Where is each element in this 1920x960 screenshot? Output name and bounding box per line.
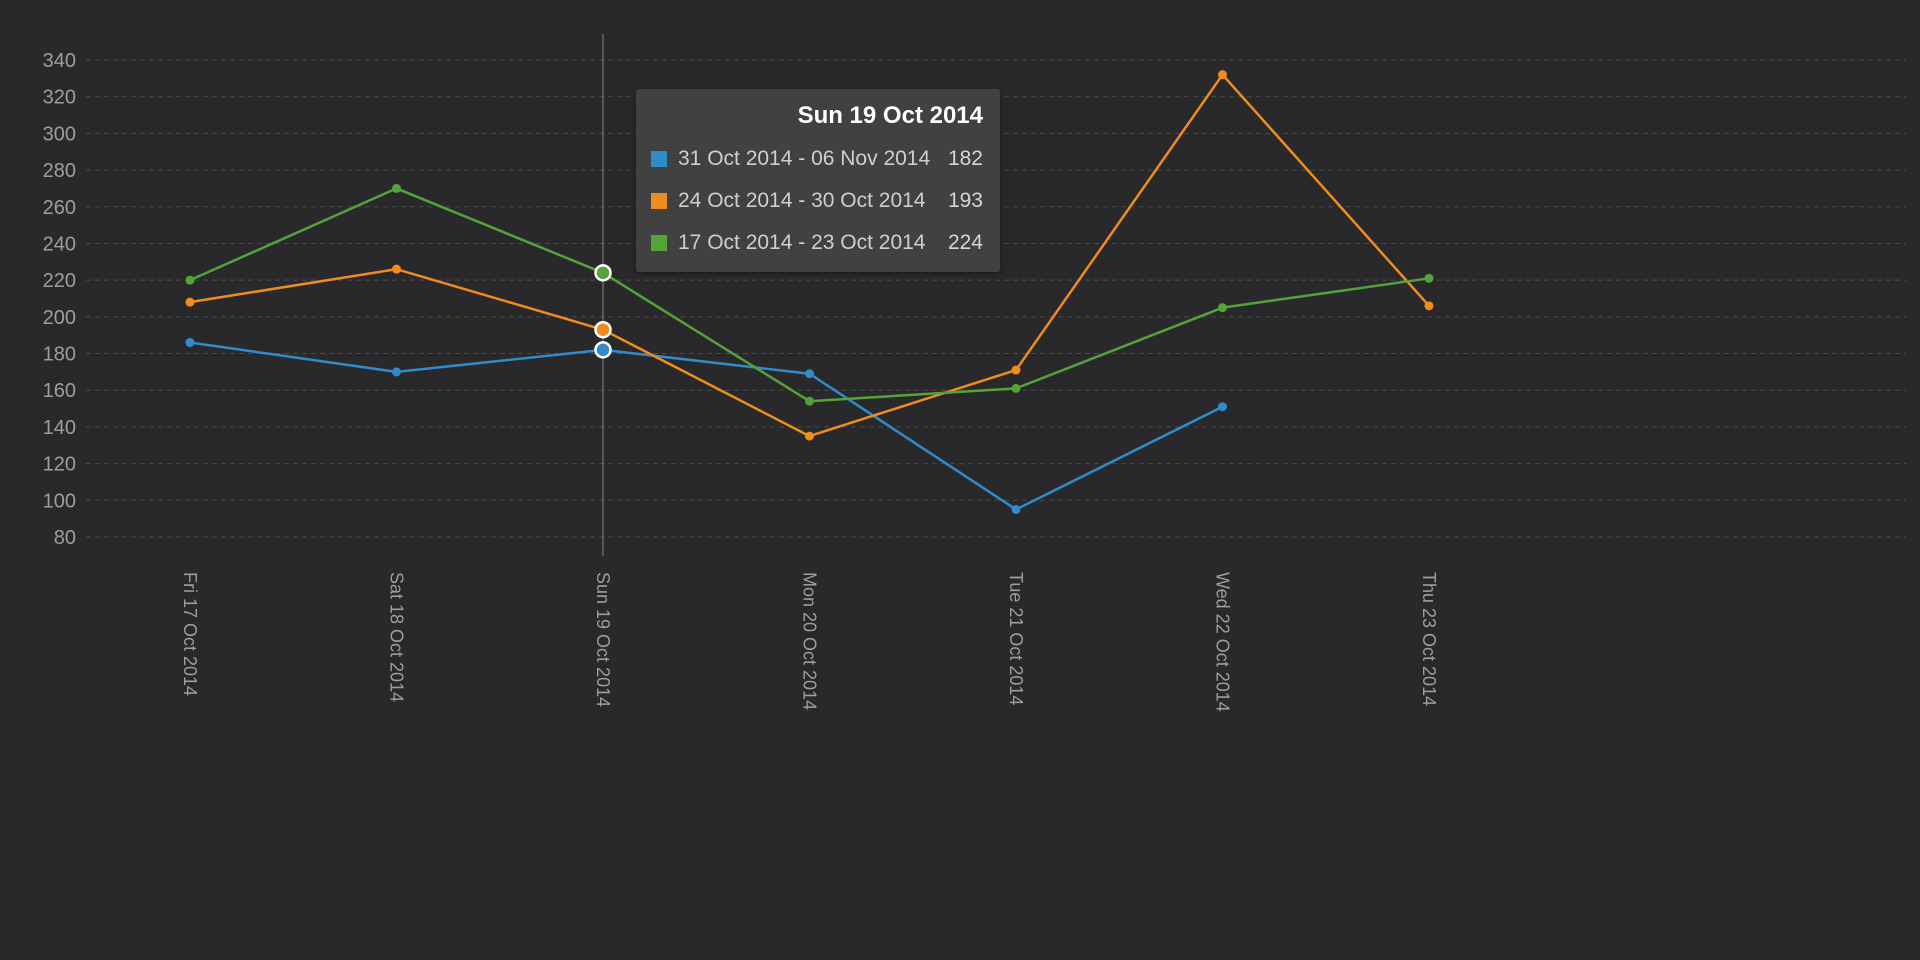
y-axis-label: 100: [43, 490, 76, 512]
y-axis-label: 220: [43, 270, 76, 292]
y-axis-label: 160: [43, 380, 76, 402]
tooltip-series-value: 193: [947, 189, 983, 212]
chart-tooltip: Sun 19 Oct 2014 31 Oct 2014 - 06 Nov 201…: [636, 89, 1000, 272]
data-point[interactable]: [1011, 365, 1021, 375]
y-axis-label: 260: [43, 197, 76, 219]
y-axis-label: 240: [43, 233, 76, 255]
x-axis-label: Fri 17 Oct 2014: [180, 572, 200, 696]
data-point[interactable]: [185, 338, 195, 348]
data-point[interactable]: [185, 275, 195, 285]
x-axis-label: Thu 23 Oct 2014: [1419, 572, 1439, 706]
y-axis-label: 300: [43, 123, 76, 145]
x-axis-label: Tue 21 Oct 2014: [1006, 572, 1026, 705]
y-axis-label: 120: [43, 454, 76, 476]
tooltip-series-value: 182: [947, 147, 983, 170]
data-point[interactable]: [805, 396, 814, 406]
tooltip-series-value: 224: [947, 231, 983, 254]
data-point[interactable]: [392, 183, 401, 193]
y-axis-label: 180: [43, 344, 76, 366]
x-axis-label: Wed 22 Oct 2014: [1213, 572, 1233, 712]
series-swatch-icon: [651, 151, 667, 167]
hovered-data-point[interactable]: [594, 320, 612, 339]
data-point[interactable]: [1218, 303, 1227, 313]
hovered-data-point[interactable]: [594, 264, 612, 282]
data-point[interactable]: [1218, 70, 1227, 80]
data-point[interactable]: [392, 367, 401, 377]
x-axis-label: Sun 19 Oct 2014: [593, 572, 613, 707]
x-axis-label: Mon 20 Oct 2014: [800, 572, 820, 710]
data-point[interactable]: [1424, 273, 1434, 283]
tooltip-title: Sun 19 Oct 2014: [797, 102, 983, 129]
y-axis-label: 140: [43, 417, 76, 439]
tooltip-row: 17 Oct 2014 - 23 Oct 2014 224: [651, 230, 983, 256]
series-swatch-icon: [651, 235, 667, 251]
tooltip-series-label: 31 Oct 2014 - 06 Nov 2014: [678, 147, 931, 170]
y-axis-label: 200: [43, 307, 76, 329]
data-point[interactable]: [1218, 402, 1227, 412]
tooltip-series-label: 17 Oct 2014 - 23 Oct 2014: [678, 231, 926, 254]
data-point[interactable]: [1011, 504, 1021, 514]
data-point[interactable]: [392, 264, 401, 274]
series-swatch-icon: [651, 193, 667, 209]
y-axis-label: 340: [43, 50, 76, 72]
data-point[interactable]: [1011, 383, 1021, 393]
x-axis-label: Sat 18 Oct 2014: [387, 572, 407, 702]
y-axis-label: 80: [54, 527, 76, 549]
data-point[interactable]: [185, 297, 195, 307]
series-line: [188, 341, 1224, 511]
tooltip-row: 24 Oct 2014 - 30 Oct 2014 193: [651, 188, 983, 214]
data-point[interactable]: [805, 369, 814, 379]
tooltip-row: 31 Oct 2014 - 06 Nov 2014 182: [651, 146, 983, 172]
y-axis-label: 320: [43, 87, 76, 109]
tooltip-series-label: 24 Oct 2014 - 30 Oct 2014: [678, 189, 926, 212]
data-point[interactable]: [805, 431, 814, 441]
hovered-data-point[interactable]: [594, 341, 612, 359]
data-point[interactable]: [1424, 301, 1434, 311]
y-axis-label: 280: [43, 160, 76, 182]
